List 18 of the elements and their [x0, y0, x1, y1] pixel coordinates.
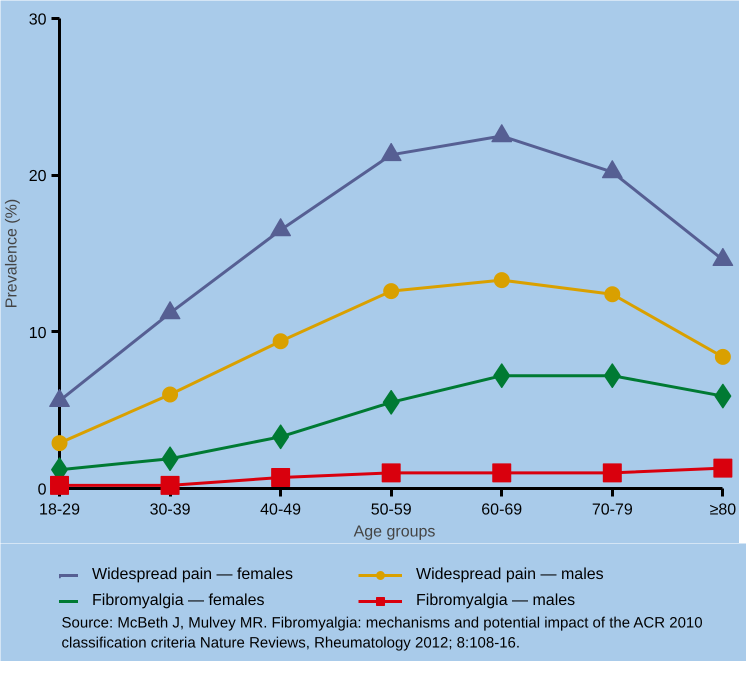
x-tick-label: 30-39 — [150, 502, 191, 518]
source-note: Source: McBeth J, Mulvey MR. Fibromyalgia: mechanisms and potential impact of the ACR 2010 classification criteria Nature Reviews, Rheumatology 2012; 8:108-16. — [62, 614, 703, 652]
x-tick-label: 70-79 — [592, 502, 633, 518]
y-tick-label: 20 — [28, 168, 47, 186]
y-axis-title: Prevalence (%) — [4, 198, 21, 308]
y-tick-label: 30 — [28, 12, 47, 28]
x-tick-label: 18-29 — [39, 502, 80, 518]
legend-label: Widespread pain — females — [92, 566, 294, 584]
legend-label: Fibromyalgia — males — [416, 592, 576, 610]
y-tick-label: 10 — [28, 324, 47, 342]
legend-label: Fibromyalgia — females — [92, 592, 266, 610]
y-tick-label: 0 — [38, 482, 47, 498]
legend-label: Widespread pain — males — [416, 566, 605, 584]
x-axis-title: Age groups — [354, 524, 436, 540]
x-tick-label: ≥80 — [710, 502, 736, 518]
x-tick-label: 50-59 — [370, 502, 412, 518]
x-tick-label: 40-49 — [260, 502, 302, 518]
x-tick-label: 60-69 — [481, 502, 522, 518]
